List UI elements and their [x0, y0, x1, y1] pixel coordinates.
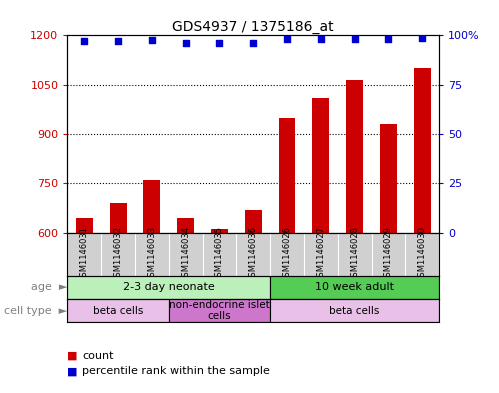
Bar: [110, 203, 127, 233]
Bar: [177, 218, 194, 233]
Point: [283, 36, 291, 42]
Point: [216, 40, 224, 46]
Text: 2-3 day neonate: 2-3 day neonate: [123, 282, 215, 292]
Text: GSM1146033: GSM1146033: [147, 226, 156, 282]
Point: [317, 36, 325, 42]
Point: [148, 37, 156, 44]
Bar: [346, 80, 363, 233]
Point: [418, 35, 426, 42]
Text: age  ►: age ►: [31, 282, 67, 292]
Bar: [143, 180, 160, 233]
Text: GSM1146027: GSM1146027: [316, 226, 325, 282]
Bar: [270, 299, 439, 322]
Point: [80, 38, 88, 44]
Text: ■: ■: [67, 366, 78, 376]
Bar: [76, 218, 93, 233]
Text: count: count: [82, 351, 114, 361]
Text: GSM1146031: GSM1146031: [80, 226, 89, 282]
Text: GSM1146028: GSM1146028: [350, 226, 359, 282]
Text: cell type  ►: cell type ►: [4, 306, 67, 316]
Bar: [169, 299, 270, 322]
Text: beta cells: beta cells: [329, 306, 380, 316]
Bar: [278, 118, 295, 233]
Bar: [270, 275, 439, 299]
Point: [182, 40, 190, 46]
Text: GSM1146029: GSM1146029: [384, 226, 393, 282]
Text: beta cells: beta cells: [93, 306, 143, 316]
Bar: [414, 68, 431, 233]
Text: ■: ■: [67, 351, 78, 361]
Bar: [67, 299, 169, 322]
Bar: [380, 124, 397, 233]
Text: 10 week adult: 10 week adult: [315, 282, 394, 292]
Text: GSM1146034: GSM1146034: [181, 226, 190, 282]
Bar: [245, 209, 261, 233]
Text: GSM1146032: GSM1146032: [114, 226, 123, 282]
Text: GSM1146030: GSM1146030: [418, 226, 427, 282]
Text: non-endocrine islet
cells: non-endocrine islet cells: [169, 300, 270, 321]
Text: GSM1146035: GSM1146035: [215, 226, 224, 282]
Bar: [67, 275, 270, 299]
Text: percentile rank within the sample: percentile rank within the sample: [82, 366, 270, 376]
Point: [250, 40, 257, 46]
Bar: [312, 98, 329, 233]
Title: GDS4937 / 1375186_at: GDS4937 / 1375186_at: [173, 20, 334, 34]
Bar: [211, 230, 228, 233]
Point: [114, 38, 122, 44]
Point: [384, 36, 392, 42]
Text: GSM1146026: GSM1146026: [282, 226, 291, 282]
Point: [351, 36, 359, 42]
Text: GSM1146036: GSM1146036: [249, 226, 258, 282]
